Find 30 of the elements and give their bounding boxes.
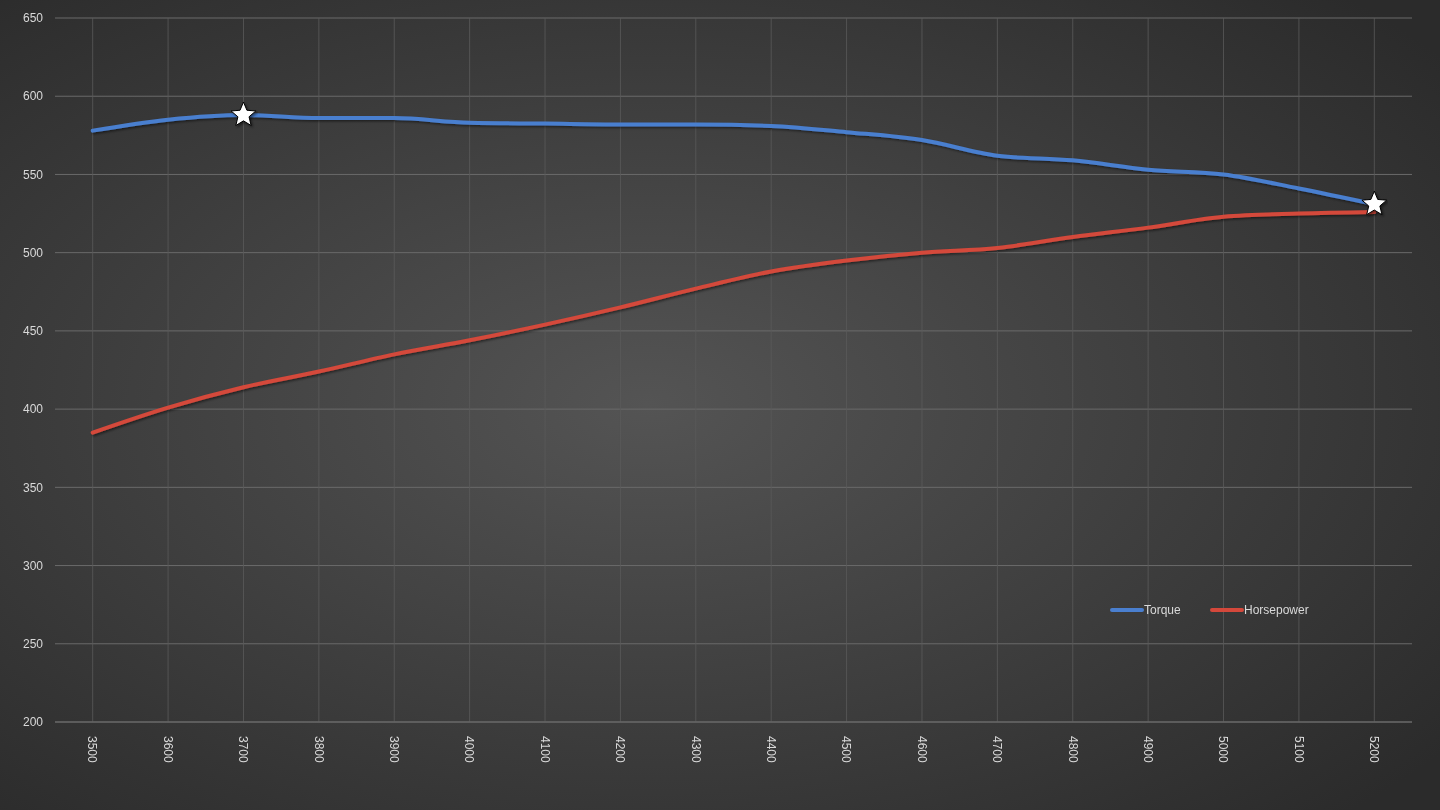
x-tick-label: 4400	[763, 736, 778, 764]
legend-label: Horsepower	[1244, 603, 1309, 618]
x-tick-label: 3500	[85, 736, 100, 764]
x-tick-label: 5100	[1291, 736, 1306, 764]
y-tick-label: 400	[22, 402, 44, 417]
y-tick-label: 650	[22, 11, 44, 26]
x-tick-label: 4200	[613, 736, 628, 764]
y-tick-label: 600	[22, 89, 44, 104]
y-tick-label: 500	[22, 245, 44, 260]
x-tick-label: 3700	[236, 736, 251, 764]
x-tick-label: 4300	[688, 736, 703, 764]
x-tick-label: 5000	[1216, 736, 1231, 764]
x-tick-label: 4900	[1140, 736, 1155, 764]
y-tick-label: 300	[22, 558, 44, 573]
x-tick-label: 3800	[311, 736, 326, 764]
legend-label: Torque	[1144, 603, 1182, 618]
x-tick-label: 3600	[160, 736, 175, 764]
x-tick-label: 4800	[1065, 736, 1080, 764]
y-tick-label: 550	[22, 167, 44, 182]
y-tick-label: 350	[22, 480, 44, 495]
x-tick-label: 4600	[914, 736, 929, 764]
x-tick-label: 4100	[537, 736, 552, 764]
x-tick-label: 4700	[990, 736, 1005, 764]
x-tick-label: 4000	[462, 736, 477, 764]
x-tick-label: 4500	[839, 736, 854, 764]
y-tick-label: 450	[22, 324, 44, 339]
y-tick-label: 200	[22, 715, 44, 730]
x-tick-label: 3900	[387, 736, 402, 764]
x-tick-label: 5200	[1367, 736, 1382, 764]
y-tick-label: 250	[22, 636, 44, 651]
